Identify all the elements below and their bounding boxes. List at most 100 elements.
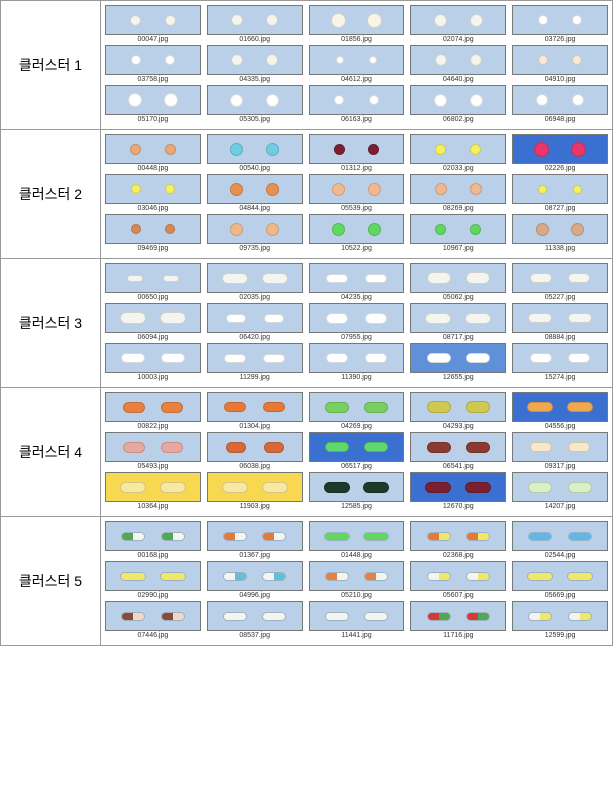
pill-thumbnail — [105, 303, 201, 333]
thumbnail-cell: 03758.jpg — [105, 45, 201, 83]
filename-label: 09317.jpg — [545, 463, 576, 470]
pill-thumbnail — [410, 472, 506, 502]
thumbnail-cell: 06948.jpg — [512, 85, 608, 123]
pill-thumbnail — [512, 303, 608, 333]
filename-label: 11441.jpg — [341, 632, 371, 639]
filename-label: 08717.jpg — [443, 334, 474, 341]
filename-label: 11716.jpg — [443, 632, 473, 639]
thumbnail-cell: 02226.jpg — [512, 134, 608, 172]
thumbnail-cell: 04640.jpg — [410, 45, 506, 83]
pill-thumbnail — [309, 343, 405, 373]
pill-thumbnail — [410, 303, 506, 333]
thumbnail-cell: 00540.jpg — [207, 134, 303, 172]
pill-thumbnail — [105, 472, 201, 502]
thumbnail-cell: 05227.jpg — [512, 263, 608, 301]
pill-thumbnail — [207, 561, 303, 591]
filename-label: 05305.jpg — [239, 116, 270, 123]
thumbnail-cell: 06163.jpg — [309, 85, 405, 123]
pill-thumbnail — [105, 392, 201, 422]
filename-label: 04640.jpg — [443, 76, 474, 83]
thumbnail-cell: 00448.jpg — [105, 134, 201, 172]
thumbnail-cell: 04556.jpg — [512, 392, 608, 430]
thumbnail-cell: 04996.jpg — [207, 561, 303, 599]
pill-thumbnail — [309, 432, 405, 462]
pill-thumbnail — [512, 134, 608, 164]
pill-thumbnail — [105, 214, 201, 244]
filename-label: 05607.jpg — [443, 592, 474, 599]
pill-thumbnail — [207, 432, 303, 462]
filename-label: 04293.jpg — [443, 423, 474, 430]
thumbnail-cell: 12655.jpg — [410, 343, 506, 381]
thumbnail-cell: 10003.jpg — [105, 343, 201, 381]
cluster-label: 클러스터 5 — [1, 517, 101, 646]
pill-thumbnail — [105, 432, 201, 462]
pill-thumbnail — [512, 5, 608, 35]
filename-label: 00822.jpg — [138, 423, 169, 430]
pill-thumbnail — [207, 263, 303, 293]
filename-label: 03726.jpg — [545, 36, 576, 43]
filename-label: 03758.jpg — [138, 76, 169, 83]
filename-label: 00047.jpg — [138, 36, 169, 43]
thumbnail-cell: 11338.jpg — [512, 214, 608, 252]
pill-thumbnail — [105, 134, 201, 164]
pill-thumbnail — [105, 343, 201, 373]
filename-label: 04910.jpg — [545, 76, 576, 83]
filename-label: 12599.jpg — [545, 632, 576, 639]
thumbnail-cell: 08537.jpg — [207, 601, 303, 639]
thumbnail-cell: 06802.jpg — [410, 85, 506, 123]
filename-label: 08884.jpg — [545, 334, 576, 341]
pill-thumbnail — [207, 303, 303, 333]
thumbnail-cell: 11716.jpg — [410, 601, 506, 639]
filename-label: 02368.jpg — [443, 552, 474, 559]
filename-label: 05210.jpg — [341, 592, 372, 599]
thumbnail-cell: 09469.jpg — [105, 214, 201, 252]
thumbnail-cell: 04612.jpg — [309, 45, 405, 83]
filename-label: 12655.jpg — [443, 374, 474, 381]
thumbnail-cell: 05305.jpg — [207, 85, 303, 123]
filename-label: 11390.jpg — [341, 374, 371, 381]
thumbnail-cell: 05062.jpg — [410, 263, 506, 301]
pill-thumbnail — [512, 601, 608, 631]
filename-label: 08537.jpg — [239, 632, 270, 639]
filename-label: 04269.jpg — [341, 423, 372, 430]
thumbnail-cell: 02033.jpg — [410, 134, 506, 172]
filename-label: 00168.jpg — [138, 552, 169, 559]
thumbnail-cell: 03046.jpg — [105, 174, 201, 212]
pill-thumbnail — [512, 392, 608, 422]
filename-label: 07446.jpg — [138, 632, 169, 639]
pill-thumbnail — [410, 343, 506, 373]
filename-label: 05669.jpg — [545, 592, 576, 599]
thumbnail-cell: 02990.jpg — [105, 561, 201, 599]
pill-thumbnail — [309, 5, 405, 35]
filename-label: 01856.jpg — [341, 36, 372, 43]
thumbnail-cell: 05539.jpg — [309, 174, 405, 212]
thumbnail-cell: 11903.jpg — [207, 472, 303, 510]
pill-thumbnail — [512, 214, 608, 244]
filename-label: 06420.jpg — [239, 334, 270, 341]
cluster-grid: 00448.jpg00540.jpg01312.jpg 02033.jpg 0222… — [101, 130, 613, 259]
thumbnail-cell: 09735.jpg — [207, 214, 303, 252]
filename-label: 04556.jpg — [545, 423, 576, 430]
filename-label: 09735.jpg — [239, 245, 270, 252]
pill-thumbnail — [207, 521, 303, 551]
thumbnail-cell: 05210.jpg — [309, 561, 405, 599]
filename-label: 06163.jpg — [341, 116, 372, 123]
pill-thumbnail — [512, 263, 608, 293]
filename-label: 03046.jpg — [138, 205, 169, 212]
thumbnail-cell: 01312.jpg — [309, 134, 405, 172]
pill-thumbnail — [207, 343, 303, 373]
filename-label: 14207.jpg — [545, 503, 576, 510]
thumbnail-cell: 04269.jpg — [309, 392, 405, 430]
thumbnail-cell: 04235.jpg — [309, 263, 405, 301]
filename-label: 02033.jpg — [443, 165, 474, 172]
pill-thumbnail — [512, 85, 608, 115]
cluster-grid: 00650.jpg02035.jpg04235.jpg05062.jpg0522… — [101, 259, 613, 388]
pill-thumbnail — [410, 45, 506, 75]
pill-thumbnail — [410, 134, 506, 164]
thumbnail-cell: 03726.jpg — [512, 5, 608, 43]
filename-label: 15274.jpg — [545, 374, 576, 381]
pill-thumbnail — [512, 45, 608, 75]
pill-thumbnail — [105, 263, 201, 293]
filename-label: 06948.jpg — [545, 116, 576, 123]
thumbnail-cell: 05669.jpg — [512, 561, 608, 599]
